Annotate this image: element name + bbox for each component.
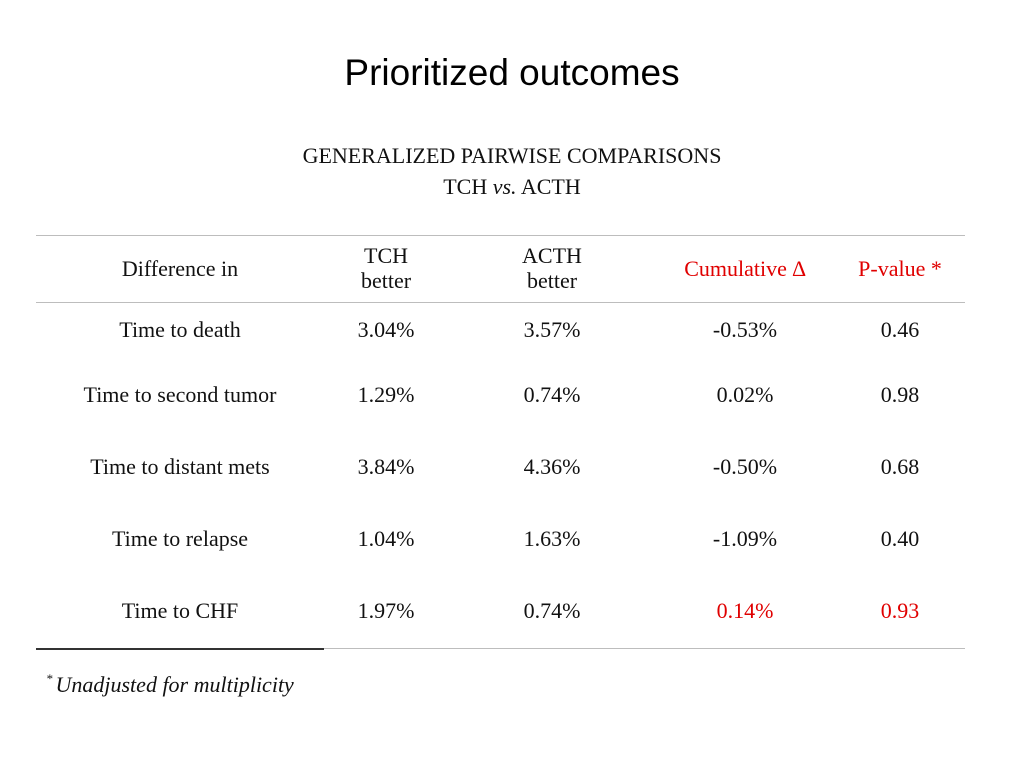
header-pvalue: P-value * (858, 256, 942, 281)
row-pvalue: 0.40 (880, 526, 920, 551)
row-pvalue: 0.46 (880, 317, 920, 342)
row-cumulative: -1.09% (712, 526, 778, 551)
row-cumulative: 0.02% (716, 382, 774, 407)
subtitle-arm-b: ACTH (520, 174, 581, 199)
row-label: Time to second tumor (83, 382, 277, 407)
subtitle-vs: vs. (492, 174, 517, 199)
row-cumulative: -0.50% (712, 454, 778, 479)
header-tch-better: TCH better (316, 243, 456, 293)
header-tch-line1: TCH (364, 243, 408, 268)
row-label: Time to CHF (121, 598, 239, 623)
row-tch-better: 1.97% (357, 598, 415, 623)
footnote-separator (36, 648, 324, 650)
header-difference-in: Difference in (121, 256, 239, 281)
header-acth-better: ACTH better (482, 243, 622, 293)
row-label: Time to death (119, 317, 241, 342)
subtitle-comparison: TCH vs. ACTH (0, 174, 1024, 200)
row-acth-better: 0.74% (523, 598, 581, 623)
header-acth-line2: better (526, 268, 578, 293)
row-acth-better: 3.57% (523, 317, 581, 342)
row-acth-better: 4.36% (523, 454, 581, 479)
footnote-marker: * (46, 671, 53, 686)
row-tch-better: 1.29% (357, 382, 415, 407)
header-acth-line1: ACTH (522, 243, 582, 268)
row-tch-better: 1.04% (357, 526, 415, 551)
row-label: Time to relapse (111, 526, 249, 551)
subtitle-method: GENERALIZED PAIRWISE COMPARISONS (302, 143, 722, 168)
row-pvalue: 0.98 (880, 382, 920, 407)
row-label: Time to distant mets (90, 454, 270, 479)
row-acth-better: 0.74% (523, 382, 581, 407)
footnote: * Unadjusted for multiplicity (46, 671, 294, 698)
footnote-text: Unadjusted for multiplicity (55, 672, 294, 697)
row-acth-better: 1.63% (523, 526, 581, 551)
table-header-rule (36, 302, 965, 303)
header-cumulative: Cumulative ∆ (684, 256, 806, 281)
table-bottom-rule (36, 648, 965, 649)
row-pvalue-highlight: 0.93 (880, 598, 920, 623)
row-pvalue: 0.68 (880, 454, 920, 479)
row-tch-better: 3.04% (357, 317, 415, 342)
page-title: Prioritized outcomes (344, 52, 680, 93)
header-tch-line2: better (360, 268, 412, 293)
subtitle-arm-a: TCH (443, 174, 488, 199)
row-cumulative-highlight: 0.14% (716, 598, 774, 623)
row-cumulative: -0.53% (712, 317, 778, 342)
table-top-rule (36, 235, 965, 236)
row-tch-better: 3.84% (357, 454, 415, 479)
